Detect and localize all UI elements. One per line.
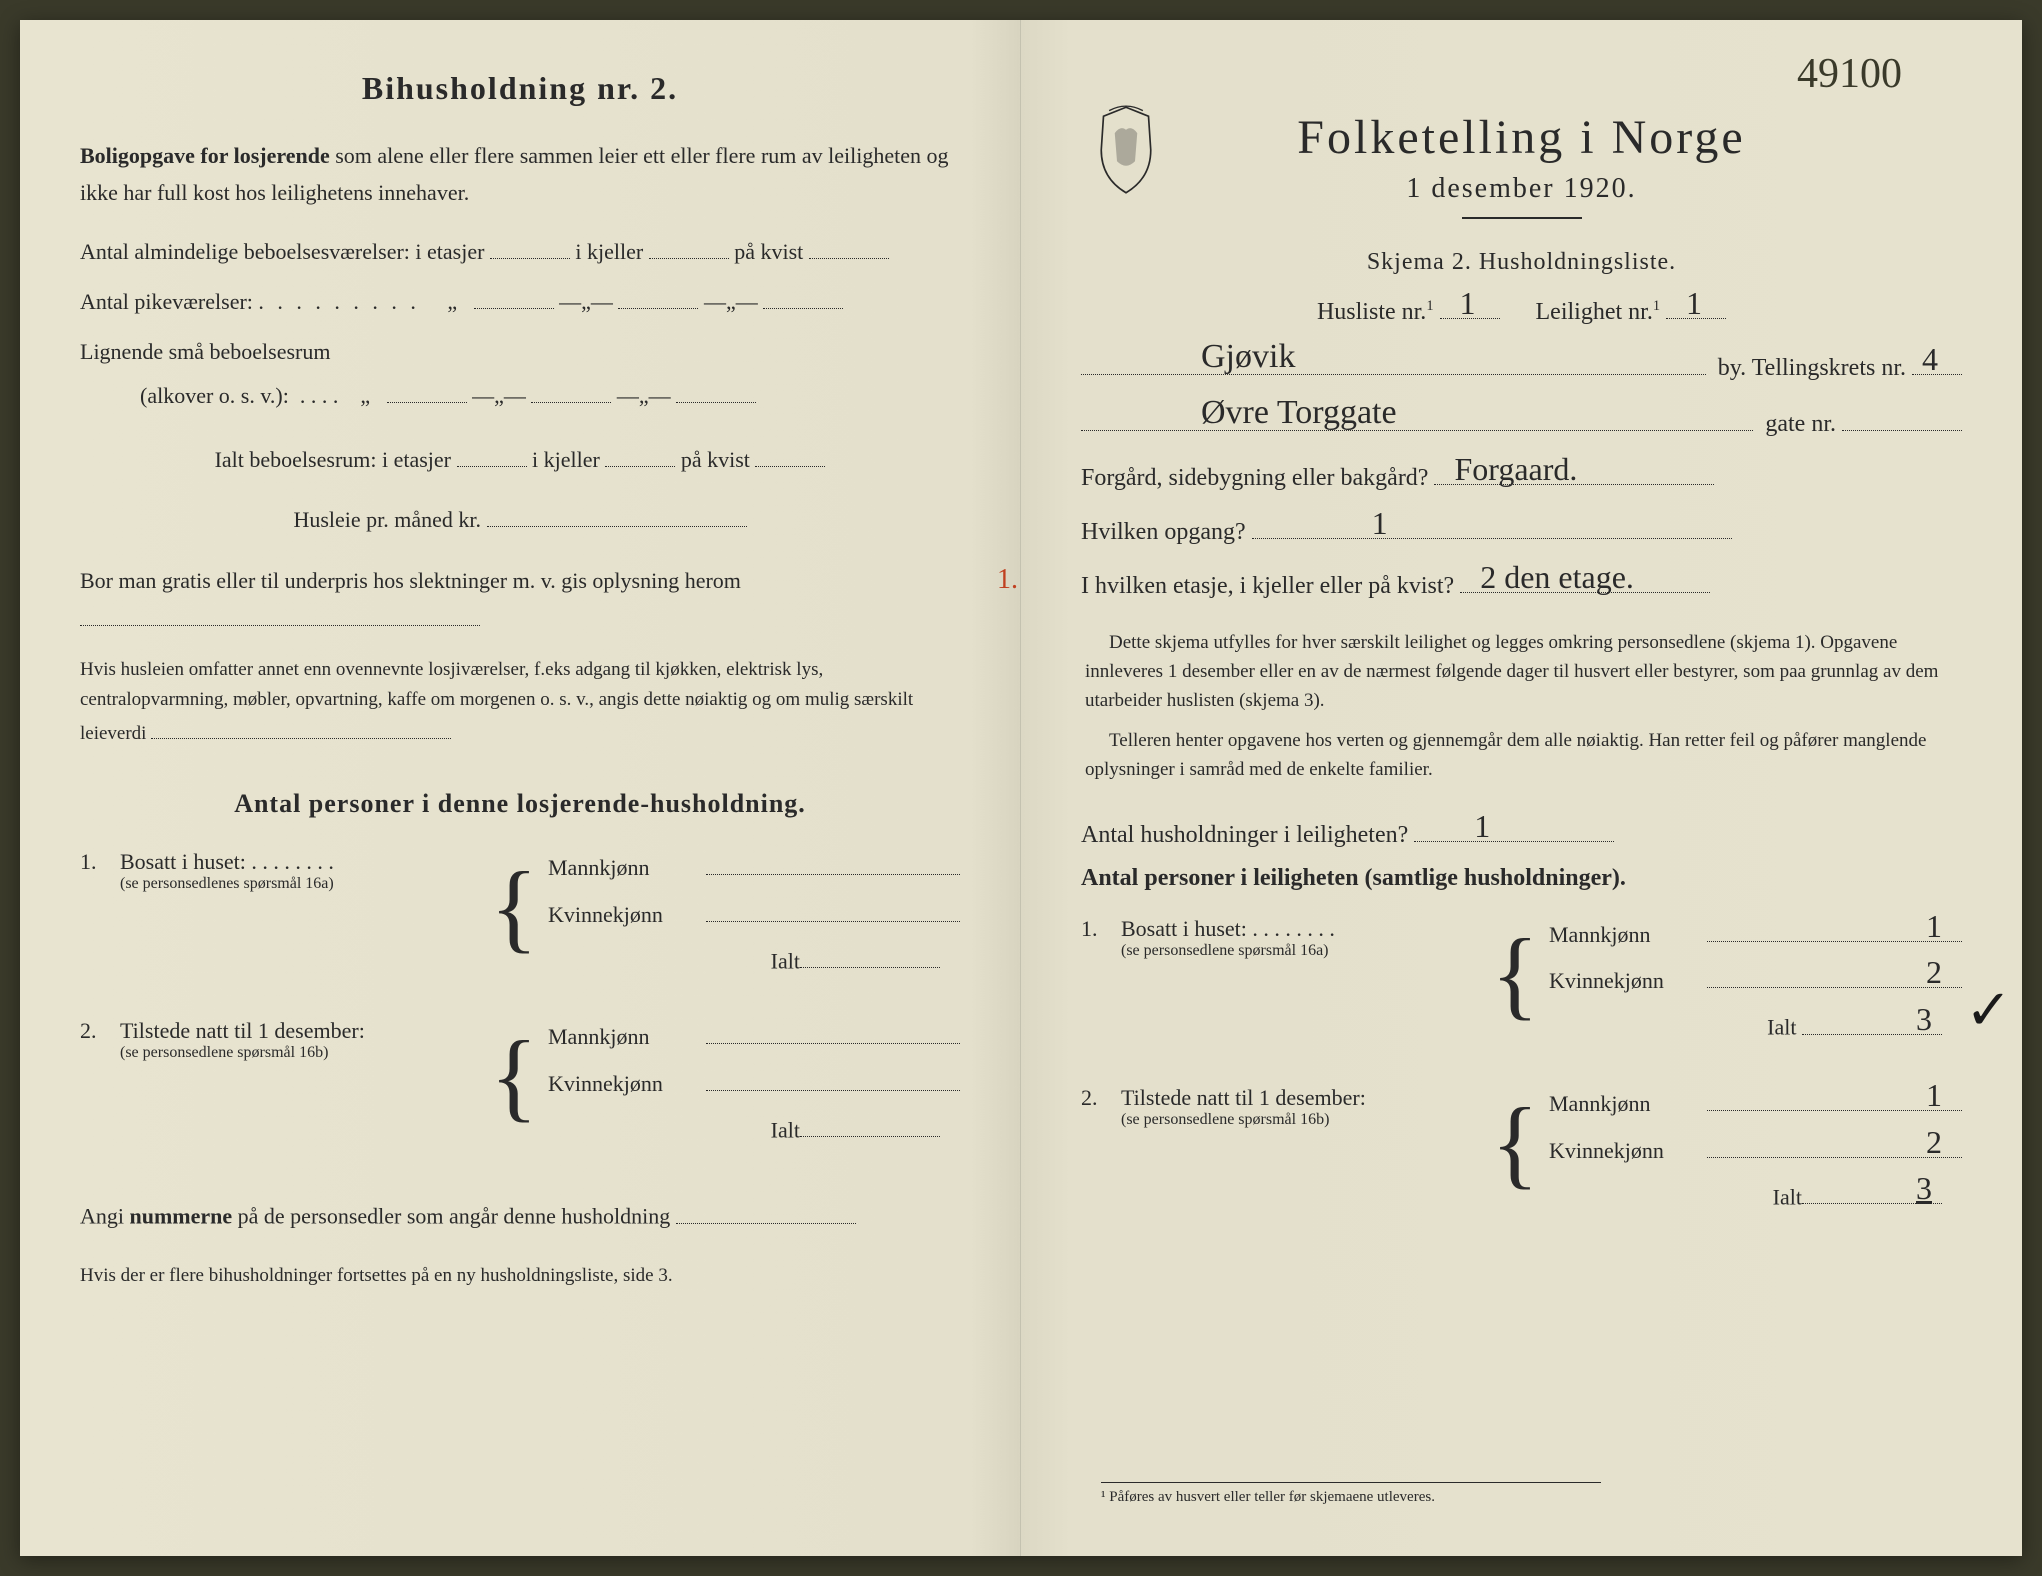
right-row-1: 1. Bosatt i huset: . . . . . . . . (se p… bbox=[1081, 916, 1962, 1065]
skjema-line: Skjema 2. Husholdningsliste. bbox=[1081, 249, 1962, 276]
title-date: 1 desember 1920. bbox=[1081, 173, 1962, 205]
left-row-1: 1. Bosatt i huset: . . . . . . . . (se p… bbox=[80, 849, 960, 998]
line-husleien-omfatter: Hvis husleien omfatter annet enn ovennev… bbox=[80, 655, 960, 749]
angi-nummerne: Angi nummerne på de personsedler som ang… bbox=[80, 1197, 960, 1235]
line-almindelige: Antal almindelige beboelsesværelser: i e… bbox=[80, 230, 960, 274]
section-heading-left: Antal personer i denne losjerende-hushol… bbox=[80, 789, 960, 819]
street-line: Øvre Torggate gate nr. bbox=[1081, 400, 1962, 438]
antal-husholdninger: Antal husholdninger i leiligheten? 1 bbox=[1081, 813, 1962, 849]
left-row-2: 2. Tilstede natt til 1 desember: (se per… bbox=[80, 1018, 960, 1167]
page-number-annotation: 49100 bbox=[1797, 50, 1902, 98]
instruction-box: Dette skjema utfylles for hver særskilt … bbox=[1081, 628, 1962, 785]
line-lignende: Lignende små beboelsesrum (alkover o. s.… bbox=[80, 330, 960, 418]
line-ialt-beboelse: Ialt beboelsesrum: i etasjer i kjeller p… bbox=[80, 438, 960, 482]
q-etasje: 1. I hvilken etasje, i kjeller eller på … bbox=[1081, 564, 1962, 600]
footnote: ¹ Påføres av husvert eller teller før sk… bbox=[1101, 1482, 1601, 1506]
intro-bold: Boligopgave for losjerende bbox=[80, 143, 330, 168]
left-page: Bihusholdning nr. 2. Boligopgave for los… bbox=[20, 20, 1021, 1556]
instruction-2: Telleren henter opgavene hos verten og g… bbox=[1085, 726, 1958, 785]
census-document: Bihusholdning nr. 2. Boligopgave for los… bbox=[20, 20, 2022, 1556]
bihus-title: Bihusholdning nr. 2. bbox=[80, 70, 960, 107]
intro-paragraph: Boligopgave for losjerende som alene ell… bbox=[80, 137, 960, 212]
husliste-line: Husliste nr.1 1 Leilighet nr.1 1 bbox=[1081, 290, 1962, 326]
main-title: Folketelling i Norge bbox=[1081, 110, 1962, 165]
line-husleie: Husleie pr. måned kr. bbox=[80, 498, 960, 542]
line-pikevaerelser: Antal pikeværelser: „ —„— —„— bbox=[80, 280, 960, 324]
instruction-1: Dette skjema utfylles for hver særskilt … bbox=[1085, 628, 1958, 716]
red-mark-1: 1. bbox=[997, 564, 1018, 596]
coat-of-arms-icon bbox=[1091, 105, 1161, 195]
right-row-2: 2. Tilstede natt til 1 desember: (se per… bbox=[1081, 1085, 1962, 1234]
antal-personer-heading: Antal personer i leiligheten (samtlige h… bbox=[1081, 865, 1962, 892]
title-rule bbox=[1462, 217, 1582, 219]
right-page: 49100 Folketelling i Norge 1 desember 19… bbox=[1021, 20, 2022, 1556]
line-gratis: Bor man gratis eller til underpris hos s… bbox=[80, 562, 960, 637]
city-line: Gjøvik by. Tellingskrets nr. 4 bbox=[1081, 344, 1962, 382]
q-opgang: Hvilken opgang? 1 bbox=[1081, 510, 1962, 546]
q-forgard: Forgård, sidebygning eller bakgård? Forg… bbox=[1081, 456, 1962, 492]
bottom-note-left: Hvis der er flere bihusholdninger fortse… bbox=[80, 1265, 960, 1287]
checkmark-icon: ✓ bbox=[1965, 978, 2012, 1043]
